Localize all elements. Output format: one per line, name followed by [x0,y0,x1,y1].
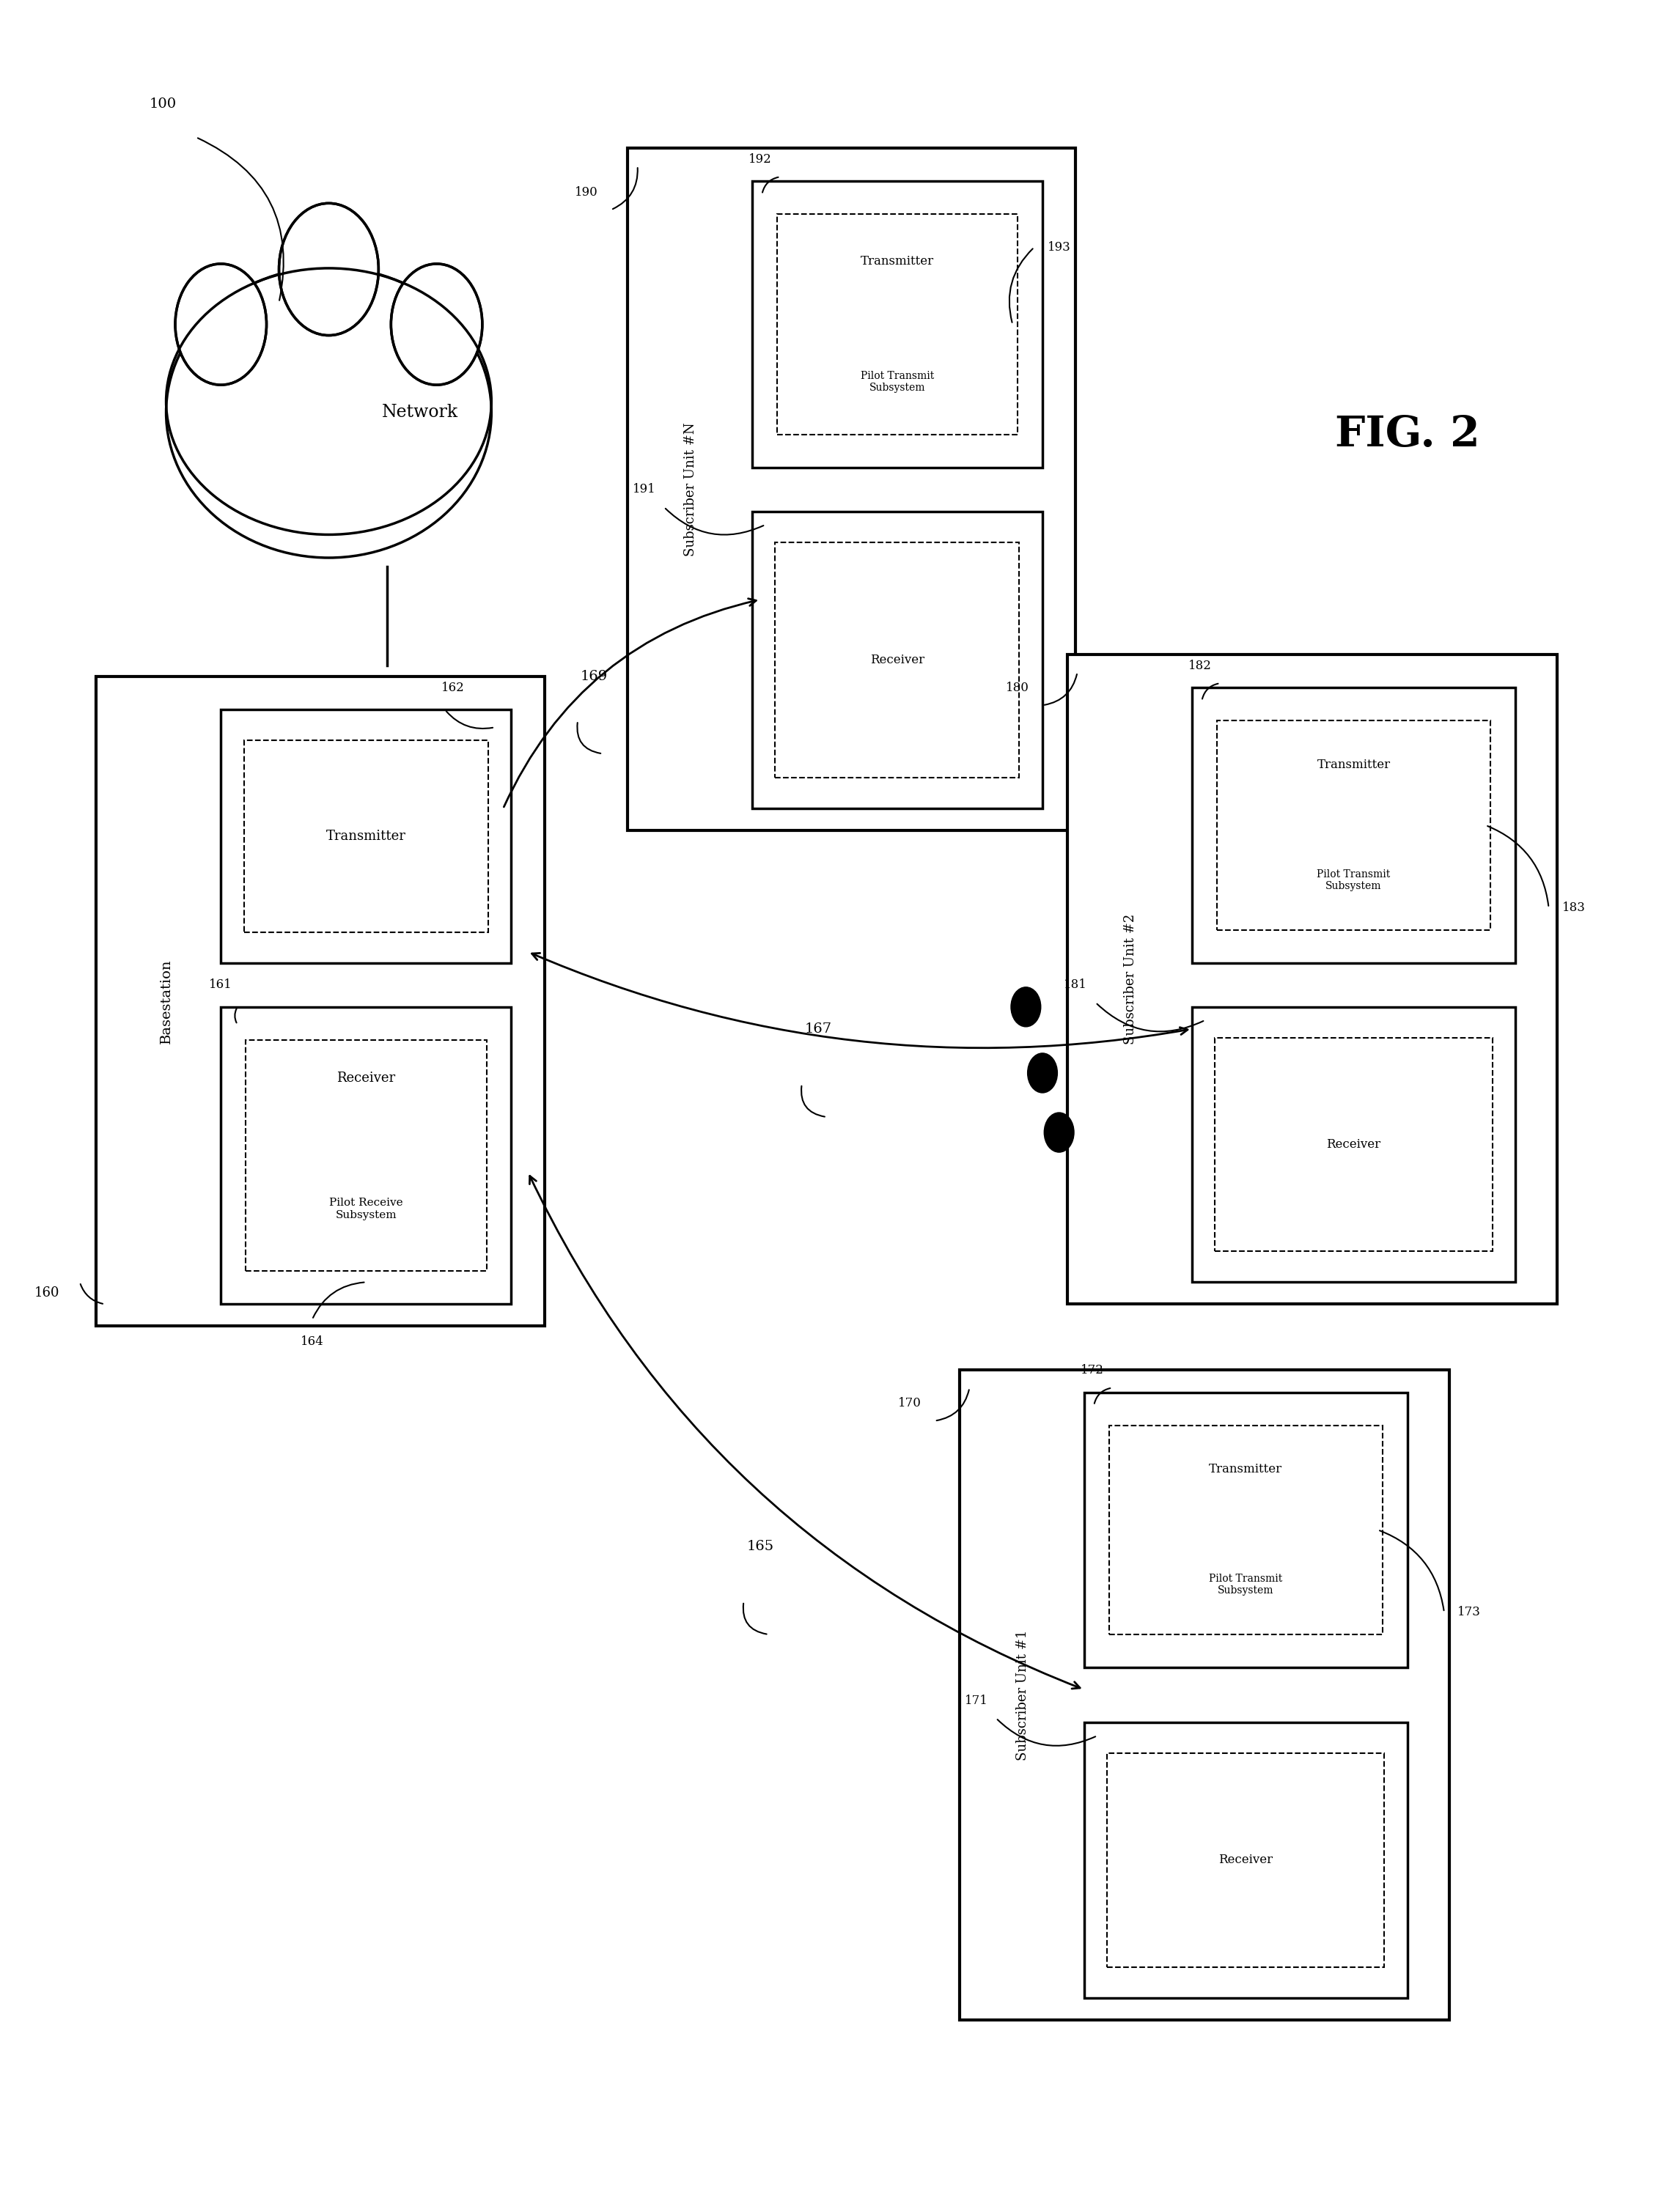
Bar [220,1006,511,1305]
Text: Pilot Transmit
Subsystem: Pilot Transmit Subsystem [1318,869,1391,891]
Circle shape [1044,1113,1074,1152]
Bar [1084,1391,1408,1668]
Ellipse shape [175,263,267,385]
Text: 181: 181 [1064,978,1087,991]
Text: Network: Network [382,405,458,420]
Ellipse shape [165,268,491,557]
FancyArrowPatch shape [533,953,1187,1048]
Bar [1216,1037,1493,1252]
Bar [1192,688,1516,962]
Text: Pilot Transmit
Subsystem: Pilot Transmit Subsystem [1209,1573,1283,1597]
Text: 164: 164 [301,1336,324,1347]
Text: 165: 165 [746,1540,773,1553]
Text: 170: 170 [898,1398,922,1409]
Text: 173: 173 [1458,1606,1481,1619]
Text: 183: 183 [1561,902,1585,914]
Text: 192: 192 [748,153,772,166]
Text: 169: 169 [581,670,608,684]
Text: 171: 171 [964,1694,987,1708]
Bar [1067,655,1556,1305]
Bar [752,181,1042,467]
Circle shape [1027,1053,1057,1093]
Text: Transmitter: Transmitter [860,254,934,268]
Bar [752,511,1042,810]
Bar [628,148,1075,832]
Ellipse shape [279,204,379,336]
Bar [97,677,544,1327]
Text: 161: 161 [209,978,232,991]
Text: Pilot Transmit
Subsystem: Pilot Transmit Subsystem [860,372,934,394]
Text: 193: 193 [1047,241,1070,254]
Ellipse shape [391,263,483,385]
Circle shape [1010,987,1040,1026]
Bar [777,215,1017,434]
FancyArrowPatch shape [529,1177,1080,1688]
Text: 100: 100 [149,97,177,111]
Text: Basestation: Basestation [160,960,172,1044]
Bar [1192,1006,1516,1283]
Text: 190: 190 [574,186,598,199]
Text: 182: 182 [1189,659,1212,672]
Text: 160: 160 [33,1287,58,1301]
Text: 167: 167 [805,1022,832,1035]
Bar [960,1369,1450,2020]
Ellipse shape [286,215,372,332]
Text: Receiver: Receiver [1326,1139,1381,1150]
Text: Receiver: Receiver [337,1071,396,1084]
Text: Transmitter: Transmitter [1209,1462,1283,1475]
Bar [775,542,1019,779]
FancyArrowPatch shape [504,599,757,807]
Ellipse shape [180,276,261,383]
Text: Transmitter: Transmitter [326,830,406,843]
Ellipse shape [397,276,476,383]
Text: Subscriber Unit #N: Subscriber Unit #N [685,422,696,557]
Text: FIG. 2: FIG. 2 [1334,414,1480,456]
Text: 172: 172 [1080,1365,1104,1376]
Text: 162: 162 [441,681,464,695]
Bar [220,710,511,962]
Bar [1107,1754,1384,1966]
Bar [245,1040,486,1272]
Text: Receiver: Receiver [1219,1854,1273,1867]
Text: Subscriber Unit #1: Subscriber Unit #1 [1015,1630,1029,1761]
Text: Receiver: Receiver [870,655,925,666]
Text: 191: 191 [633,482,656,495]
Bar [1084,1723,1408,1997]
Text: Pilot Receive
Subsystem: Pilot Receive Subsystem [329,1199,402,1221]
Text: Subscriber Unit #2: Subscriber Unit #2 [1124,914,1137,1044]
Text: 180: 180 [1005,681,1029,695]
Bar [244,741,488,931]
Text: Transmitter: Transmitter [1318,759,1391,772]
Bar [1217,721,1491,929]
Bar [1109,1425,1383,1635]
